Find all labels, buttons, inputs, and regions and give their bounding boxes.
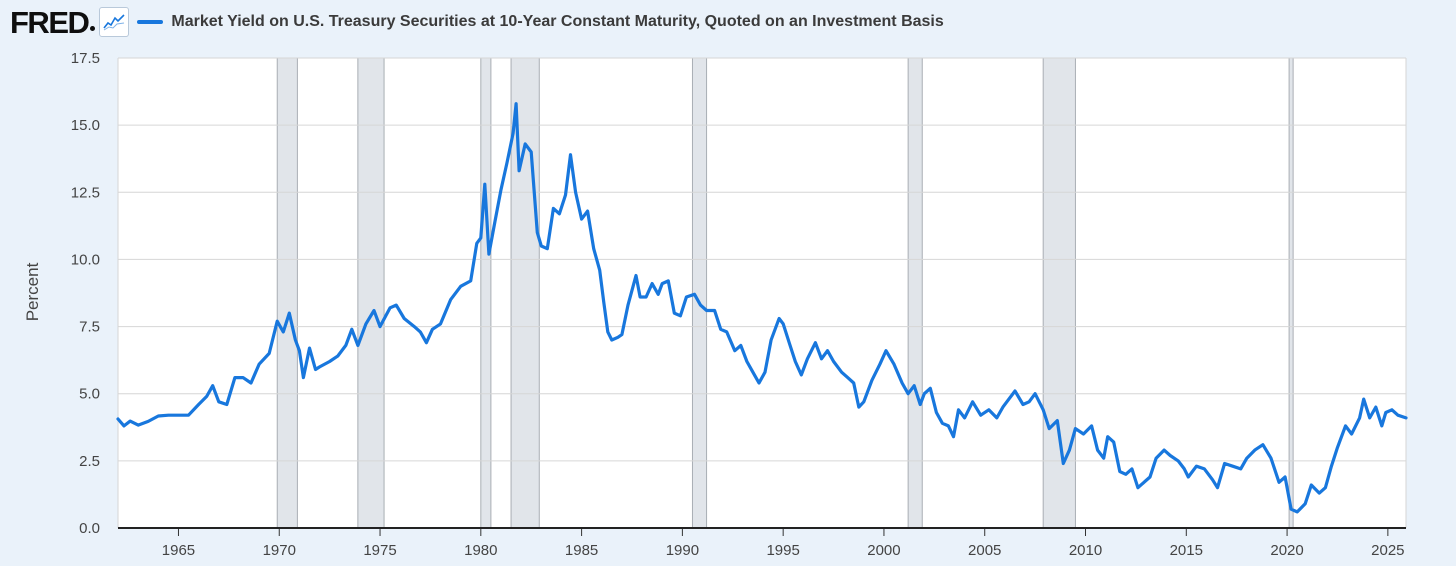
- recession-band: [480, 57, 492, 529]
- y-tick-label: 5.0: [79, 386, 100, 403]
- y-tick-label: 12.5: [71, 184, 100, 201]
- x-tick-label: 1990: [666, 542, 699, 559]
- series-line-dgs10[interactable]: [116, 102, 1408, 514]
- recession-band: [1042, 57, 1076, 529]
- y-tick-label: 7.5: [79, 319, 100, 336]
- x-tick-label: 2015: [1170, 542, 1203, 559]
- fred-logo[interactable]: FRED: [10, 4, 90, 40]
- x-tick-label: 2025: [1371, 542, 1404, 559]
- x-tick-label: 1975: [363, 542, 396, 559]
- recession-band: [907, 57, 923, 529]
- chart-header: FRED Market Yield on U.S. Treasury Secur…: [10, 4, 944, 40]
- x-tick-label: 1965: [162, 542, 195, 559]
- recession-band: [510, 57, 540, 529]
- x-tick-label: 1980: [464, 542, 497, 559]
- x-tick-label: 2000: [867, 542, 900, 559]
- recession-band: [1288, 57, 1294, 529]
- y-tick-label: 2.5: [79, 453, 100, 470]
- recession-band: [357, 57, 385, 529]
- x-tick-label: 2005: [968, 542, 1001, 559]
- legend-swatch: [137, 20, 164, 24]
- fred-logo-dot: [90, 26, 96, 31]
- x-tick-label: 1970: [263, 542, 296, 559]
- plot-background: [118, 58, 1406, 528]
- y-tick-label: 15.0: [71, 117, 100, 134]
- line-graph-icon[interactable]: [99, 7, 130, 37]
- x-tick-label: 1995: [766, 542, 799, 559]
- y-tick-label: 17.5: [71, 50, 100, 67]
- x-tick-label: 2020: [1270, 542, 1303, 559]
- legend-series-title[interactable]: Market Yield on U.S. Treasury Securities…: [171, 13, 944, 30]
- y-tick-label: 0.0: [79, 520, 100, 537]
- x-tick-label: 1985: [565, 542, 598, 559]
- recession-band: [276, 57, 298, 529]
- x-tick-label: 2010: [1069, 542, 1102, 559]
- y-tick-label: 10.0: [71, 251, 100, 268]
